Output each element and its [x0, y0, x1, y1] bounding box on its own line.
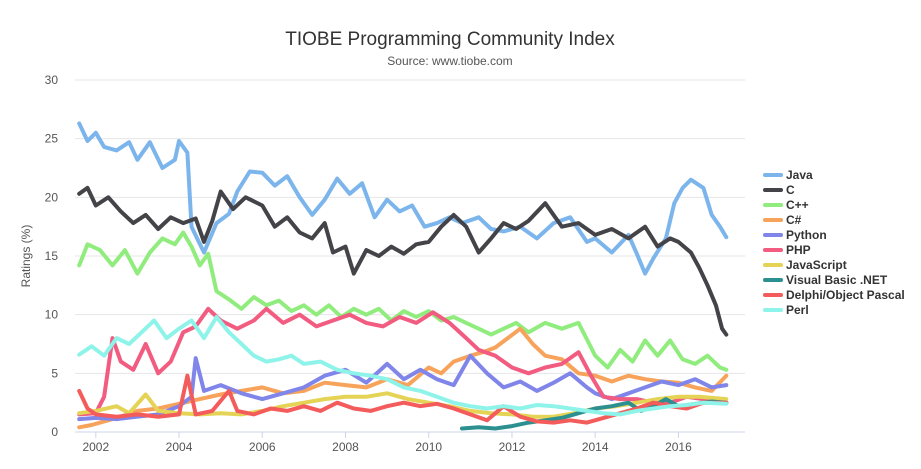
series-line-python — [77, 353, 729, 422]
legend-label-php[interactable]: PHP — [786, 243, 811, 257]
legend-label-c-[interactable]: C# — [786, 213, 802, 227]
legend-label-c[interactable]: C — [786, 183, 795, 197]
y-axis-ticks: 0 5 10 15 20 25 30 — [45, 73, 59, 439]
series-line-perl — [77, 315, 729, 417]
legend-label-javascript[interactable]: JavaScript — [786, 258, 847, 272]
x-tick-label: 2008 — [332, 440, 359, 454]
y-tick-label: 25 — [45, 132, 59, 146]
x-tick-label: 2014 — [582, 440, 609, 454]
chart-subtitle: Source: www.tiobe.com — [387, 54, 512, 68]
y-tick-label: 5 — [51, 366, 58, 380]
x-tick-label: 2006 — [249, 440, 276, 454]
x-axis-ticks: 2002 2004 2006 2008 2010 2012 2014 2016 — [82, 432, 692, 454]
x-tick-label: 2002 — [82, 440, 109, 454]
y-axis-label: Ratings (%) — [19, 225, 33, 288]
series-line-c- — [77, 230, 729, 372]
y-tick-label: 20 — [45, 190, 59, 204]
legend-label-perl[interactable]: Perl — [786, 303, 809, 317]
y-tick-label: 10 — [45, 308, 59, 322]
x-tick-label: 2016 — [665, 440, 692, 454]
y-tick-label: 0 — [51, 425, 58, 439]
chart-title: TIOBE Programming Community Index — [285, 29, 615, 50]
y-tick-label: 30 — [45, 73, 59, 87]
series-lines — [77, 121, 729, 431]
legend-label-delphi-object-pascal[interactable]: Delphi/Object Pascal — [786, 288, 905, 302]
x-tick-label: 2012 — [499, 440, 526, 454]
legend-label-c-[interactable]: C++ — [786, 198, 809, 212]
x-tick-label: 2010 — [415, 440, 442, 454]
y-tick-label: 15 — [45, 249, 59, 263]
legend-label-visual-basic-net[interactable]: Visual Basic .NET — [786, 273, 888, 287]
x-tick-label: 2004 — [166, 440, 193, 454]
legend-label-python[interactable]: Python — [786, 228, 827, 242]
series-line-delphi-object-pascal — [77, 373, 729, 425]
series-line-c — [77, 185, 729, 337]
series-line-java — [77, 121, 729, 276]
legend-label-java[interactable]: Java — [786, 168, 813, 182]
series-line-php — [77, 306, 729, 417]
